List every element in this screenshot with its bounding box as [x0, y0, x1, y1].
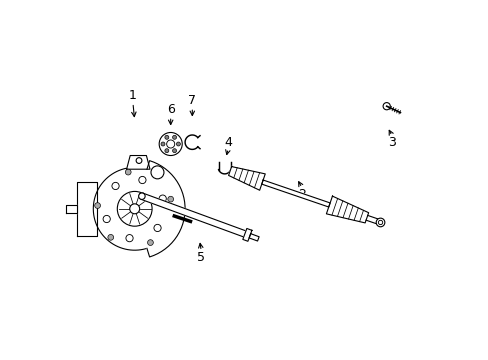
- Circle shape: [159, 195, 166, 202]
- Circle shape: [126, 235, 133, 242]
- Text: 6: 6: [166, 103, 174, 116]
- Polygon shape: [77, 182, 97, 236]
- Circle shape: [159, 132, 182, 156]
- Ellipse shape: [139, 193, 145, 199]
- Circle shape: [167, 196, 173, 202]
- Polygon shape: [248, 234, 259, 241]
- Circle shape: [166, 140, 174, 148]
- Circle shape: [147, 240, 153, 246]
- Circle shape: [95, 203, 100, 208]
- Text: 3: 3: [387, 136, 395, 149]
- Circle shape: [176, 142, 180, 146]
- Text: 7: 7: [188, 94, 196, 107]
- Circle shape: [164, 149, 168, 153]
- Polygon shape: [243, 229, 251, 241]
- Polygon shape: [141, 193, 250, 239]
- Circle shape: [154, 224, 161, 231]
- Circle shape: [151, 166, 163, 179]
- Circle shape: [112, 183, 119, 190]
- Circle shape: [103, 215, 110, 222]
- Polygon shape: [261, 180, 329, 207]
- Polygon shape: [228, 167, 264, 190]
- Circle shape: [129, 204, 140, 214]
- Polygon shape: [325, 196, 368, 223]
- Circle shape: [125, 169, 131, 175]
- Circle shape: [108, 234, 113, 240]
- Polygon shape: [126, 156, 150, 169]
- Polygon shape: [93, 167, 176, 250]
- Circle shape: [375, 218, 384, 227]
- Text: 4: 4: [224, 136, 232, 149]
- Polygon shape: [66, 205, 77, 213]
- Circle shape: [164, 135, 168, 139]
- Circle shape: [172, 135, 176, 139]
- Text: 1: 1: [129, 89, 137, 102]
- Text: 5: 5: [197, 251, 205, 264]
- Circle shape: [117, 192, 152, 226]
- Circle shape: [136, 158, 142, 163]
- Circle shape: [139, 176, 146, 184]
- Circle shape: [172, 149, 176, 153]
- Text: 2: 2: [298, 188, 305, 201]
- Polygon shape: [146, 161, 184, 257]
- Circle shape: [382, 103, 389, 110]
- Circle shape: [161, 142, 164, 146]
